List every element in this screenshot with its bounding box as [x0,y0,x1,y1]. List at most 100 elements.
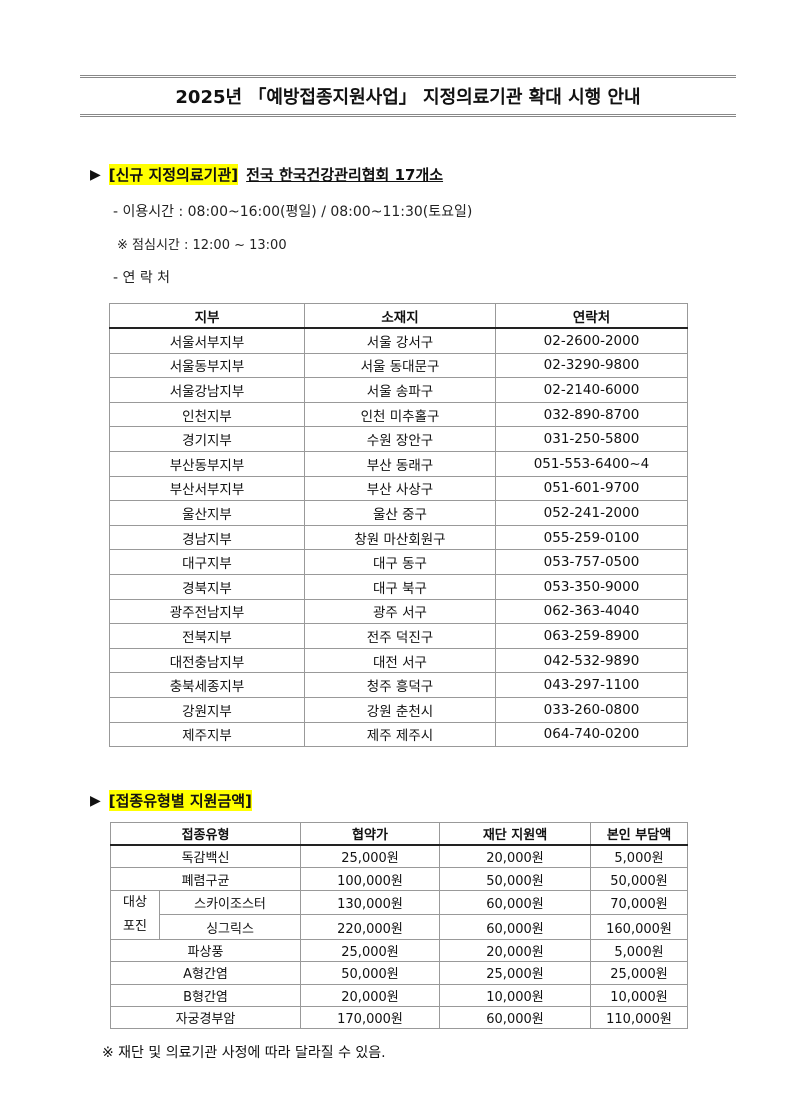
col-header: 연락처 [495,303,688,329]
table-cell: 052-241-2000 [495,500,688,526]
table-cell: 033-260-0800 [495,696,688,723]
hours-text: - 이용시간 : 08:00~16:00(평일) / 08:00~11:30(토… [113,204,473,220]
table-cell: 25,000원 [300,938,440,963]
table-cell: 자궁경부암 [110,1005,301,1030]
col-header: 지부 [109,303,305,329]
table-cell: 대구지부 [109,549,305,575]
page-title: 2025년 「예방접종지원사업」 지정의료기관 확대 시행 안내 [80,75,736,117]
table-row: 대구지부 대구 동구 053-757-0500 [109,549,688,575]
table-cell: 50,000원 [439,867,591,891]
table-row: 강원지부 강원 춘천시 033-260-0800 [109,696,688,723]
table-cell: 인천지부 [109,401,305,428]
table-row: B형간염 20,000원 10,000원 10,000원 [110,983,688,1007]
table-cell: A형간염 [110,961,301,985]
table-cell: 100,000원 [300,867,440,891]
table-row: 경남지부 창원 마산회원구 055-259-0100 [109,524,688,551]
section-heading: 전국 한국건강관리협회 17개소 [246,166,444,184]
table-cell: 독감백신 [110,844,301,869]
section-support-amounts: ▶ [접종유형별 지원금액] [90,790,252,811]
branch-table: 지부 소재지 연락처 서울서부지부 서울 강서구 02-2600-2000 서울동부지… [109,303,688,748]
table-cell: 20,000원 [439,844,591,869]
table-cell: 20,000원 [300,983,440,1007]
table-row: 부산동부지부 부산 동래구 051-553-6400~4 [109,450,688,477]
table-cell: 폐렴구균 [110,867,301,891]
triangle-bullet-icon: ▶ [90,166,101,183]
table-cell: 051-601-9700 [495,475,688,502]
table-cell: 110,000원 [590,1005,688,1030]
table-cell: 대전충남지부 [109,647,305,674]
table-cell: 파상풍 [110,938,301,963]
table-cell: 강원지부 [109,696,305,723]
table-cell: 청주 흥덕구 [304,672,496,698]
table-cell: 25,000원 [300,844,440,869]
table-cell: 60,000원 [439,1005,591,1030]
table-cell: 051-553-6400~4 [495,450,688,477]
triangle-bullet-icon: ▶ [90,792,101,809]
col-header: 본인 부담액 [590,822,688,846]
table-cell: 서울동부지부 [109,352,305,379]
table-cell: 043-297-1100 [495,672,688,698]
table-cell: 053-350-9000 [495,573,688,600]
col-header: 접종유형 [110,822,301,846]
table-cell: 강원 춘천시 [304,696,496,723]
table-cell: 대구 북구 [304,573,496,600]
table-cell: 170,000원 [300,1005,440,1030]
table-row: 경북지부 대구 북구 053-350-9000 [109,573,688,600]
table-cell: 수원 장안구 [304,426,496,452]
table-cell: 055-259-0100 [495,524,688,551]
table-cell: 광주 서구 [304,598,496,625]
table-cell: 064-740-0200 [495,721,688,748]
table-cell: 인천 미추홀구 [304,401,496,428]
support-amount-table: 접종유형 협약가 재단 지원액 본인 부담액 독감백신 25,000원 20,000… [110,822,688,1030]
table-cell: 서울서부지부 [109,327,305,354]
table-cell: 부산 동래구 [304,450,496,477]
table-row: 서울강남지부 서울 송파구 02-2140-6000 [109,377,688,403]
section-new-institutions: ▶ [신규 지정의료기관] 전국 한국건강관리협회 17개소 [90,164,443,185]
table-cell: 062-363-4040 [495,598,688,625]
table-cell: 서울 강서구 [304,327,496,354]
table-cell: 대구 동구 [304,549,496,575]
table-cell: 부산 사상구 [304,475,496,502]
table-cell: 160,000원 [590,914,688,940]
table-cell: 60,000원 [439,889,591,916]
table-row: 부산서부지부 부산 사상구 051-601-9700 [109,475,688,502]
table-cell: 스카이조스터 [159,889,301,916]
table-row: 인천지부 인천 미추홀구 032-890-8700 [109,401,688,428]
table-cell: 경남지부 [109,524,305,551]
table-row: 싱그릭스 220,000원 60,000원 160,000원 [111,914,688,940]
table-row: 전북지부 전주 덕진구 063-259-8900 [109,623,688,649]
table-row: 자궁경부암 170,000원 60,000원 110,000원 [110,1005,688,1030]
table-cell: 25,000원 [590,961,688,985]
table-cell: 서울강남지부 [109,377,305,403]
table-cell: 부산서부지부 [109,475,305,502]
table-cell: 02-3290-9800 [495,352,688,379]
table-row: 서울동부지부 서울 동대문구 02-3290-9800 [109,352,688,379]
table-row: 충북세종지부 청주 흥덕구 043-297-1100 [109,672,688,698]
table-cell: 전주 덕진구 [304,623,496,649]
col-header: 재단 지원액 [439,822,591,846]
table-row: 파상풍 25,000원 20,000원 5,000원 [110,938,688,963]
table-cell: 서울 동대문구 [304,352,496,379]
table-cell: 제주지부 [109,721,305,748]
table-cell: 서울 송파구 [304,377,496,403]
section-tag: [신규 지정의료기관] [108,164,239,185]
table-cell: 충북세종지부 [109,672,305,698]
table-row: 독감백신 25,000원 20,000원 5,000원 [110,844,688,869]
section-tag: [접종유형별 지원금액] [108,790,252,811]
col-header: 협약가 [300,822,440,846]
group-label: 대상 [123,894,147,910]
table-cell: 대전 서구 [304,647,496,674]
table-cell: 70,000원 [590,889,688,916]
group-label: 포진 [123,918,147,934]
table-cell: 60,000원 [439,914,591,940]
table-cell: 5,000원 [590,844,688,869]
table-cell: 042-532-9890 [495,647,688,674]
table-cell: 220,000원 [300,914,440,940]
table-row: 울산지부 울산 중구 052-241-2000 [109,500,688,526]
table-cell: 싱그릭스 [159,914,301,940]
table-cell: 031-250-5800 [495,426,688,452]
table-cell: 50,000원 [300,961,440,985]
table-cell: 울산지부 [109,500,305,526]
